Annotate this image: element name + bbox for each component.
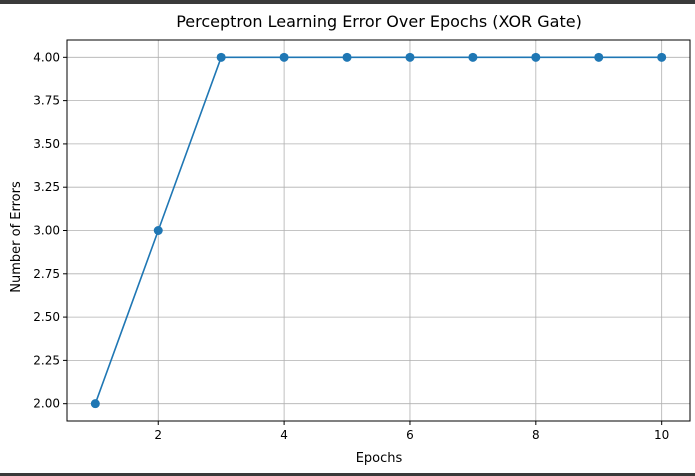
x-tick-label: 4 <box>280 428 288 442</box>
chart-title: Perceptron Learning Error Over Epochs (X… <box>176 12 582 31</box>
y-tick-label: 3.00 <box>33 224 60 238</box>
y-tick-label: 2.25 <box>33 353 60 367</box>
y-axis-label: Number of Errors <box>9 181 24 293</box>
y-tick-label: 2.50 <box>33 310 60 324</box>
data-point <box>90 399 100 409</box>
series-group <box>90 52 667 409</box>
x-tick-label: 8 <box>532 428 540 442</box>
data-point <box>594 52 604 62</box>
y-tick-label: 4.00 <box>33 50 60 64</box>
data-point <box>216 52 226 62</box>
data-point <box>153 226 163 235</box>
window-bottom-border <box>0 473 695 476</box>
data-point <box>342 52 352 62</box>
x-tick-label: 6 <box>406 428 414 442</box>
y-tick-label: 2.00 <box>33 397 60 411</box>
x-tick-label: 2 <box>154 428 162 442</box>
y-tick-label: 3.75 <box>33 94 60 108</box>
data-point <box>279 52 289 62</box>
data-point <box>531 52 541 62</box>
y-tick-label: 3.50 <box>33 137 60 151</box>
x-axis-label: Epochs <box>356 451 403 466</box>
data-point <box>468 52 478 62</box>
axis-ticks: 2 4 6 8 10 2.00 2.25 2.50 2.75 3.00 3.25 3.50 3.75 4.… <box>33 50 669 442</box>
data-point <box>405 52 415 62</box>
window-top-border <box>0 0 695 4</box>
y-tick-label: 2.75 <box>33 267 60 281</box>
series-line <box>94 56 662 404</box>
y-tick-label: 3.25 <box>33 180 60 194</box>
x-tick-label: 10 <box>654 428 669 442</box>
data-point <box>657 52 667 62</box>
